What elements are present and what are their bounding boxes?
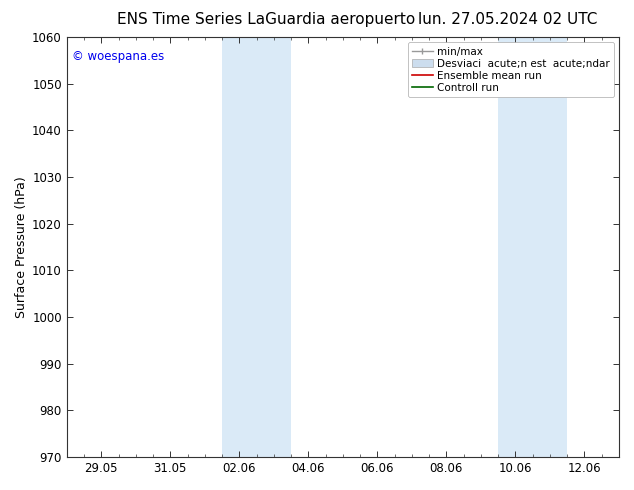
- Bar: [498, 37, 533, 457]
- Y-axis label: Surface Pressure (hPa): Surface Pressure (hPa): [15, 176, 28, 318]
- Bar: [222, 37, 257, 457]
- Legend: min/max, Desviaci  acute;n est  acute;ndar, Ensemble mean run, Controll run: min/max, Desviaci acute;n est acute;ndar…: [408, 42, 614, 97]
- Text: lun. 27.05.2024 02 UTC: lun. 27.05.2024 02 UTC: [418, 12, 597, 27]
- Text: ENS Time Series LaGuardia aeropuerto: ENS Time Series LaGuardia aeropuerto: [117, 12, 415, 27]
- Text: © woespana.es: © woespana.es: [72, 50, 165, 63]
- Bar: [533, 37, 567, 457]
- Bar: [257, 37, 291, 457]
